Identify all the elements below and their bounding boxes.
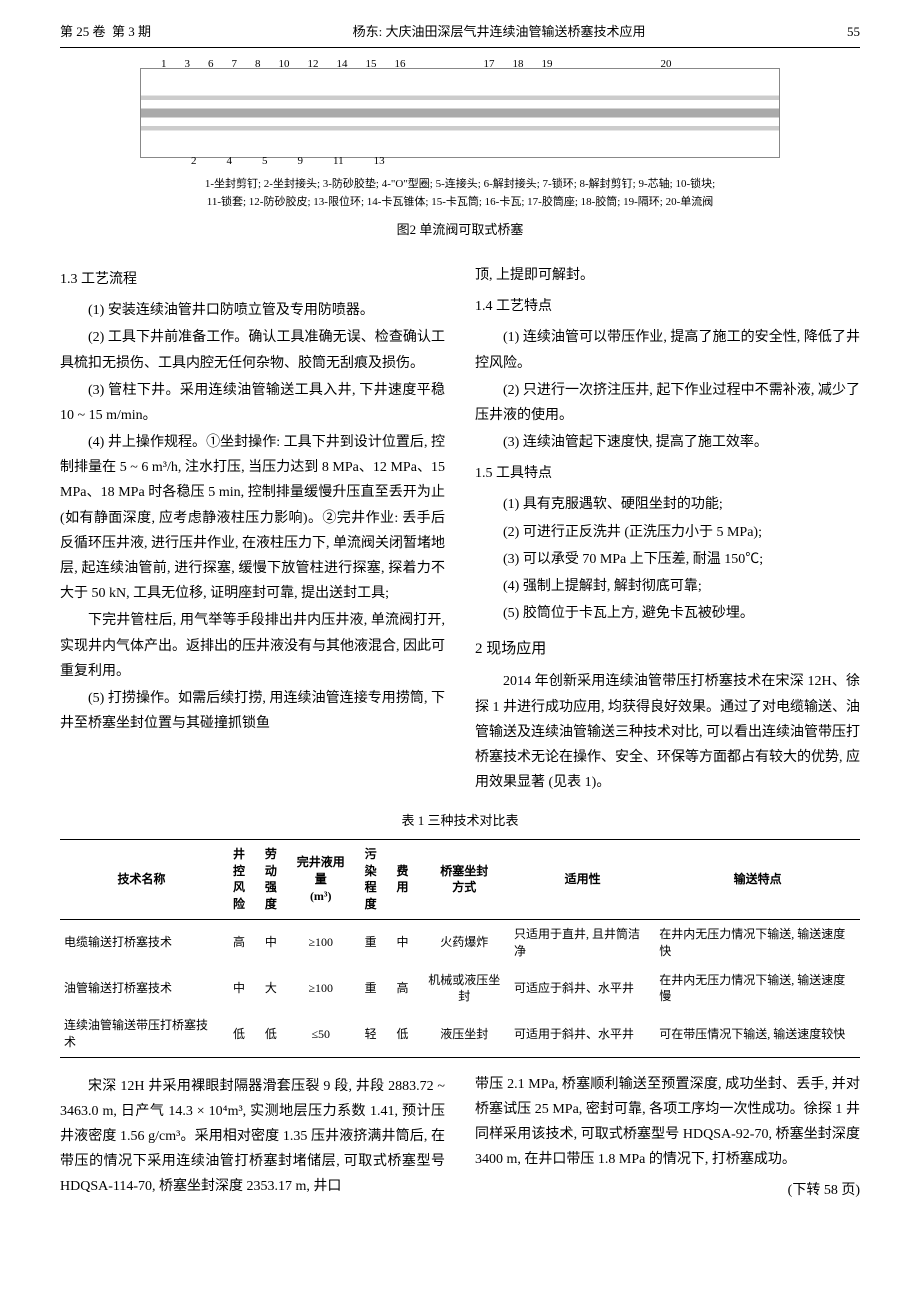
s1-3-p1: (1) 安装连续油管井口防喷立管及专用防喷器。 (60, 298, 445, 323)
s1-3-p2: (2) 工具下井前准备工作。确认工具准确无误、检查确认工具梳扣无损伤、工具内腔无… (60, 325, 445, 375)
table-1: 技术名称 井控风险 劳动强度 完井液用量(m³) 污染程度 费用 桥塞坐封方式 … (60, 839, 860, 1058)
th-1: 井控风险 (223, 839, 255, 919)
header-volume: 第 25 卷 第 3 期 (60, 20, 151, 43)
figure-2-top-labels: 1 3 6 7 8 10 12 14 15 16 17 18 19 20 (141, 55, 779, 75)
figure-2-diagram: 1 3 6 7 8 10 12 14 15 16 17 18 19 20 2 4… (140, 68, 780, 158)
th-7: 适用性 (510, 839, 655, 919)
section-1-5-title: 1.5 工具特点 (475, 461, 860, 486)
th-8: 输送特点 (655, 839, 860, 919)
page-continuation: (下转 58 页) (475, 1178, 860, 1203)
page-header: 第 25 卷 第 3 期 杨东: 大庆油田深层气井连续油管输送桥塞技术应用 55 (60, 20, 860, 48)
table-row: 连续油管输送带压打桥塞技术 低 低 ≤50 轻 低 液压坐封 可适用于斜井、水平… (60, 1011, 860, 1057)
figure-2-bottom-labels: 2 4 5 9 11 13 (191, 152, 385, 172)
section-1-3-title: 1.3 工艺流程 (60, 267, 445, 292)
s1-5-p2: (2) 可进行正反洗井 (正洗压力小于 5 MPa); (475, 520, 860, 545)
main-content: 1.3 工艺流程 (1) 安装连续油管井口防喷立管及专用防喷器。 (2) 工具下… (60, 261, 860, 797)
th-3: 完井液用量(m³) (287, 839, 355, 919)
th-0: 技术名称 (60, 839, 223, 919)
s1-5-p3: (3) 可以承受 70 MPa 上下压差, 耐温 150℃; (475, 547, 860, 572)
header-title: 杨东: 大庆油田深层气井连续油管输送桥塞技术应用 (151, 20, 847, 43)
bottom-p1: 宋深 12H 井采用裸眼封隔器滑套压裂 9 段, 井段 2883.72 ~ 34… (60, 1074, 445, 1200)
s1-5-p5: (5) 胶筒位于卡瓦上方, 避免卡瓦被砂埋。 (475, 601, 860, 626)
th-2: 劳动强度 (255, 839, 287, 919)
s1-4-p3: (3) 连续油管起下速度快, 提高了施工效率。 (475, 430, 860, 455)
figure-2: 1 3 6 7 8 10 12 14 15 16 17 18 19 20 2 4… (60, 68, 860, 241)
s1-3-p6b: 顶, 上提即可解封。 (475, 263, 860, 288)
table-header-row: 技术名称 井控风险 劳动强度 完井液用量(m³) 污染程度 费用 桥塞坐封方式 … (60, 839, 860, 919)
s1-3-p5: 下完井管柱后, 用气举等手段排出井内压井液, 单流阀打开, 实现井内气体产出。返… (60, 608, 445, 684)
section-2-title: 2 现场应用 (475, 636, 860, 663)
bottom-p2: 带压 2.1 MPa, 桥塞顺利输送至预置深度, 成功坐封、丢手, 并对桥塞试压… (475, 1072, 860, 1173)
bottom-content: 宋深 12H 井采用裸眼封隔器滑套压裂 9 段, 井段 2883.72 ~ 34… (60, 1072, 860, 1204)
th-5: 费用 (387, 839, 419, 919)
s1-5-p4: (4) 强制上提解封, 解封彻底可靠; (475, 574, 860, 599)
s1-4-p2: (2) 只进行一次挤注压井, 起下作业过程中不需补液, 减少了压井液的使用。 (475, 378, 860, 428)
figure-2-legend: 1-坐封剪钉; 2-坐封接头; 3-防砂胶垫; 4-"O"型圈; 5-连接头; … (120, 176, 800, 211)
s1-3-p6: (5) 打捞操作。如需后续打捞, 用连续油管连接专用捞筒, 下井至桥塞坐封位置与… (60, 686, 445, 736)
header-page: 55 (847, 20, 860, 43)
s1-3-p4: (4) 井上操作规程。①坐封操作: 工具下井到设计位置后, 控制排量在 5 ~ … (60, 430, 445, 606)
s1-5-p1: (1) 具有克服遇软、硬阻坐封的功能; (475, 492, 860, 517)
s2-p1: 2014 年创新采用连续油管带压打桥塞技术在宋深 12H、徐探 1 井进行成功应… (475, 669, 860, 795)
table-row: 电缆输送打桥塞技术 高 中 ≥100 重 中 火药爆炸 只适用于直井, 且井筒洁… (60, 919, 860, 965)
s1-3-p3: (3) 管柱下井。采用连续油管输送工具入井, 下井速度平稳 10 ~ 15 m/… (60, 378, 445, 428)
figure-2-caption: 图2 单流阀可取式桥塞 (60, 218, 860, 241)
section-1-4-title: 1.4 工艺特点 (475, 294, 860, 319)
table-1-caption: 表 1 三种技术对比表 (60, 809, 860, 832)
th-4: 污染程度 (355, 839, 387, 919)
s1-4-p1: (1) 连续油管可以带压作业, 提高了施工的安全性, 降低了井控风险。 (475, 325, 860, 375)
table-row: 油管输送打桥塞技术 中 大 ≥100 重 高 机械或液压坐封 可适应于斜井、水平… (60, 966, 860, 1012)
th-6: 桥塞坐封方式 (418, 839, 510, 919)
